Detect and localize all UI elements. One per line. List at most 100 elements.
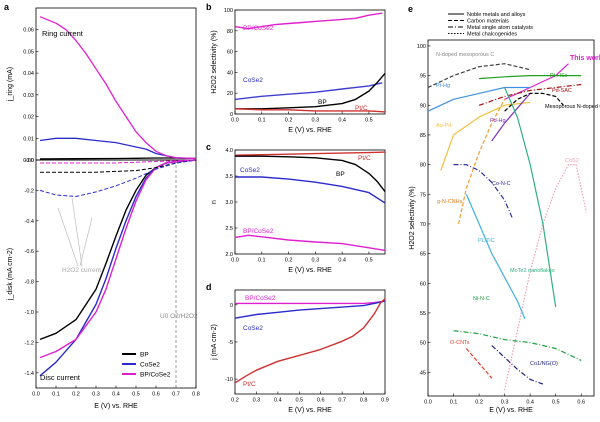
y-tick-label: 95 xyxy=(420,74,426,80)
x-tick-label: 0.3 xyxy=(92,392,100,398)
y-tick-label: -5 xyxy=(228,340,233,346)
h2o2-current-label: H2O2 current xyxy=(62,267,101,274)
x-tick-label: 0.6 xyxy=(152,392,160,398)
legend-label: BP/CoSe2 xyxy=(140,372,171,379)
y-tick-label: -0.2 xyxy=(25,188,34,194)
x-tick-label: 0.2 xyxy=(475,400,483,406)
x-tick-label: 0.3 xyxy=(253,398,261,404)
y-tick-label: 0.06 xyxy=(23,28,34,34)
y-tick-label: -0.8 xyxy=(25,280,34,286)
x-tick-label: 0.4 xyxy=(338,118,346,124)
y-tick-label: 60 xyxy=(227,50,233,56)
panel-letter: a xyxy=(4,2,10,12)
y-tick-label: 40 xyxy=(227,70,233,76)
x-tick-label: 0.1 xyxy=(258,118,266,124)
x-tick-label: 0.0 xyxy=(424,400,432,406)
disk-y-label: j_disk (mA cm-2) xyxy=(7,248,14,301)
disk-series-4 xyxy=(39,159,197,197)
e-series-label: Ni-N-C xyxy=(473,296,490,302)
c-series-3 xyxy=(234,234,386,252)
x-tick-label: 0.4 xyxy=(526,400,534,406)
e-series-9 xyxy=(453,164,513,219)
panel-letter: e xyxy=(408,4,413,14)
y-tick-label: -0.6 xyxy=(25,249,34,255)
y-tick-label: 0.04 xyxy=(23,71,34,77)
e-legend-label: Metal chalcogenides xyxy=(467,32,517,38)
x-tick-label: 0.0 xyxy=(32,392,40,398)
d-series-2 xyxy=(234,298,386,384)
y-tick-label: 75 xyxy=(420,192,426,198)
b-series-2 xyxy=(235,72,386,110)
c-series-2 xyxy=(235,176,386,204)
y-tick-label: 85 xyxy=(420,133,426,139)
c-x-label: E (V) vs. RHE xyxy=(288,267,332,274)
annotation-pointer xyxy=(71,197,83,267)
disk-x-label: E (V) vs. RHE xyxy=(94,403,138,410)
x-tick-label: 0.2 xyxy=(231,398,239,404)
y-tick-label: 0.05 xyxy=(23,49,34,55)
e-series-7 xyxy=(504,92,564,112)
annotation-pointer xyxy=(57,207,79,267)
y-tick-label: 4.0 xyxy=(225,148,233,154)
x-tick-label: 0.3 xyxy=(312,118,320,124)
disk-axes xyxy=(35,159,197,389)
ring-current-label: Ring current xyxy=(42,29,84,38)
y-tick-label: 3.5 xyxy=(225,174,233,180)
e-series-10 xyxy=(504,164,587,391)
e-y-label: H2O2 selectivity (%) xyxy=(409,186,416,249)
c-label: CoSe2 xyxy=(240,167,260,174)
y-tick-label: -1.0 xyxy=(25,310,34,316)
e-series-label: PL/TiC xyxy=(478,238,495,244)
u0-label: U0 O2/H2O2 xyxy=(160,313,198,320)
d-label: BP/CoSe2 xyxy=(245,295,276,302)
e-series-8 xyxy=(458,99,506,225)
y-tick-label: 0 xyxy=(230,303,233,309)
y-tick-label: 2.0 xyxy=(225,252,233,258)
b-series-0 xyxy=(234,12,383,30)
y-tick-label: 70 xyxy=(420,222,426,228)
y-tick-label: 65 xyxy=(420,252,426,258)
y-tick-label: 100 xyxy=(417,44,426,50)
x-tick-label: 0.5 xyxy=(295,398,303,404)
d-label: Pt/C xyxy=(243,381,256,388)
c-label: BP xyxy=(336,171,345,178)
b-series-1 xyxy=(234,82,383,101)
x-tick-label: 0.2 xyxy=(285,118,293,124)
e-series-11 xyxy=(465,194,526,320)
d-y-label: j (mA cm-2) xyxy=(211,324,218,361)
x-tick-label: 0.5 xyxy=(365,258,373,264)
e-series-label: O-CNTs xyxy=(450,340,470,346)
x-tick-label: 0.4 xyxy=(274,398,282,404)
e-series-label: Pt-Hg xyxy=(436,83,450,89)
e-series-1 xyxy=(479,74,582,80)
y-tick-label: 3.0 xyxy=(225,200,233,206)
x-tick-label: 0.5 xyxy=(365,118,373,124)
y-tick-label: 0.01 xyxy=(23,136,34,142)
x-tick-label: 0.0 xyxy=(231,258,239,264)
y-tick-label: 0.00 xyxy=(23,158,34,164)
x-tick-label: 0.0 xyxy=(231,118,239,124)
b-series-3 xyxy=(234,108,386,113)
x-tick-label: 0.4 xyxy=(338,258,346,264)
e-series-14 xyxy=(465,348,493,379)
x-tick-label: 0.2 xyxy=(285,258,293,264)
ring-series-2 xyxy=(39,16,197,160)
c-y-label: n xyxy=(211,200,218,204)
e-series-label: MoTe2 nanoflakes xyxy=(510,268,555,274)
y-tick-label: 20 xyxy=(227,91,233,97)
e-series-4 xyxy=(427,86,531,112)
e-x-label: E (V) vs. RHE xyxy=(489,407,533,414)
e-series-label: Au-Pd xyxy=(436,123,451,129)
x-tick-label: 0.3 xyxy=(501,400,509,406)
disk-series-5 xyxy=(40,159,197,164)
legend-label: CoSe2 xyxy=(140,362,160,369)
e-series-label: CoS2 xyxy=(565,158,579,164)
y-tick-label: -10 xyxy=(225,377,233,383)
y-tick-label: 100 xyxy=(224,8,233,14)
e-series-label: Pt-HSc xyxy=(550,73,568,79)
c-series-1 xyxy=(235,155,386,193)
y-tick-label: 80 xyxy=(227,29,233,35)
x-tick-label: 0.7 xyxy=(338,398,346,404)
b-x-label: E (V) vs. RHE xyxy=(288,127,332,134)
